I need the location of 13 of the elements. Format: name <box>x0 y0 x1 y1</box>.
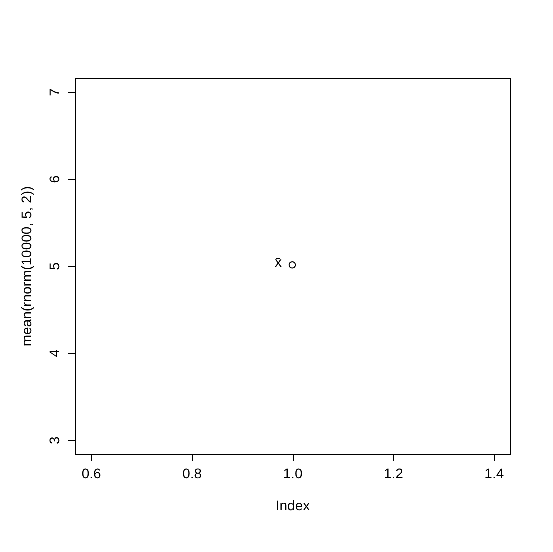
x-tick-label: 1.4 <box>484 466 504 482</box>
x-tick-label: 1.2 <box>384 466 404 482</box>
x-tick-label: 0.6 <box>82 466 102 482</box>
y-axis-title: mean(rnorm(10000, 5, 2)) <box>18 186 34 347</box>
y-tick-label: 5 <box>46 262 62 270</box>
y-tick-label: 4 <box>46 349 62 358</box>
y-tick-label: 3 <box>46 436 62 444</box>
y-tick-label: 7 <box>46 88 62 96</box>
y-tick-label: 6 <box>46 175 62 184</box>
x-tick-label: 0.8 <box>182 466 202 482</box>
x-tick-label: 1.0 <box>283 466 303 482</box>
annotation: x̄ <box>275 254 282 270</box>
x-axis-title: Index <box>276 498 310 514</box>
